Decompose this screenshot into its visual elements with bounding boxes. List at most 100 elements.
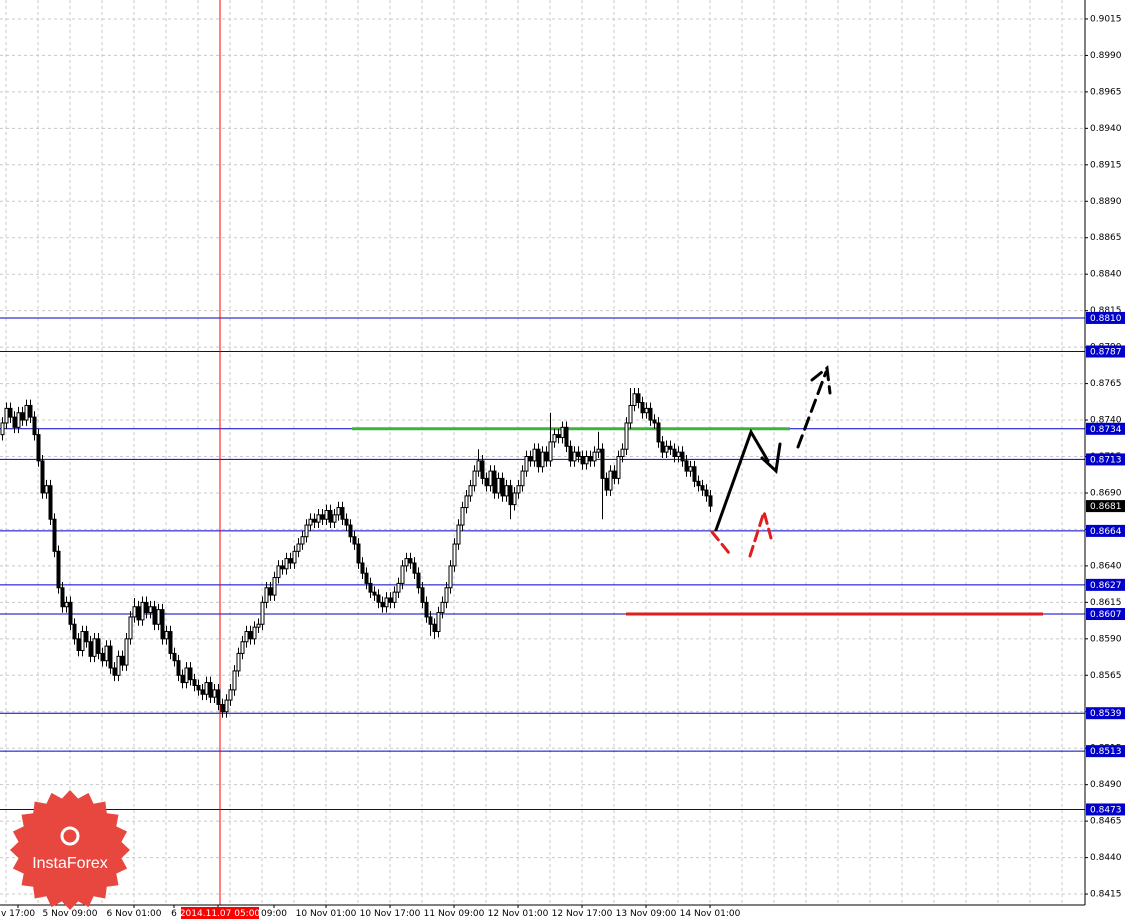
candle-body <box>384 597 389 608</box>
candle-body <box>664 445 669 453</box>
candle-body <box>648 407 653 421</box>
candle-body <box>80 631 85 651</box>
candle-body <box>452 543 457 567</box>
candle-body <box>508 485 513 506</box>
candle-body <box>380 601 385 608</box>
y-tick-label: 0.9015 <box>1090 14 1122 24</box>
candle-body <box>280 565 285 570</box>
candle-body <box>224 699 229 713</box>
candle-body <box>564 426 569 447</box>
candle-body <box>144 601 149 614</box>
level-label-box <box>1086 422 1125 435</box>
candle-body <box>480 460 485 479</box>
candle-body <box>120 655 125 666</box>
candle-body <box>628 404 633 424</box>
y-tick-label: 0.8915 <box>1090 160 1122 170</box>
candle-body <box>260 601 265 625</box>
y-tick-label: 0.8890 <box>1090 197 1122 207</box>
candle-body <box>108 645 113 669</box>
level-label: 0.8539 <box>1090 709 1122 719</box>
level-label-box <box>1086 745 1125 758</box>
candle-body <box>708 495 713 507</box>
candle-body <box>124 638 129 666</box>
x-tick-label: 11 Nov 09:00 <box>424 909 485 919</box>
y-tick-label: 0.8840 <box>1090 270 1122 280</box>
candle-body <box>368 582 373 593</box>
candle-body <box>300 536 305 545</box>
candle-body <box>320 514 325 520</box>
level-label: 0.8787 <box>1090 347 1122 357</box>
candle-body <box>36 434 41 462</box>
candle-body <box>424 601 429 618</box>
candle-body <box>656 422 661 443</box>
candle-body <box>4 407 9 424</box>
candle-body <box>24 404 29 421</box>
candle-body <box>436 612 441 633</box>
candle-body <box>28 404 33 418</box>
candle-body <box>408 558 413 564</box>
level-label-box <box>1086 311 1125 324</box>
candle-body <box>232 670 237 691</box>
candle-body <box>268 587 273 596</box>
x-marker-box <box>181 907 259 919</box>
candle-body <box>40 460 45 494</box>
candle-body <box>400 565 405 584</box>
candle-body <box>640 402 645 414</box>
candle-body <box>532 448 537 462</box>
level-label: 0.8810 <box>1090 314 1122 324</box>
candle-body <box>536 448 541 468</box>
candle-body <box>616 456 621 479</box>
candle-body <box>256 623 261 628</box>
candle-body <box>200 689 205 695</box>
candle-body <box>472 470 477 487</box>
candle-body <box>188 667 193 681</box>
candle-body <box>484 477 489 487</box>
candle-body <box>524 456 529 472</box>
y-tick-label: 0.8765 <box>1090 379 1122 389</box>
candle-body <box>364 572 369 584</box>
arrow-head <box>810 365 832 395</box>
candle-body <box>416 572 421 589</box>
candle-body <box>328 509 333 523</box>
candle-body <box>676 451 681 458</box>
y-tick-label: 0.8415 <box>1090 890 1122 900</box>
candle-body <box>468 485 473 497</box>
candle-body <box>340 507 345 520</box>
x-tick-label: 10 Nov 17:00 <box>360 909 421 919</box>
candle-body <box>276 565 281 579</box>
candle-body <box>460 507 465 526</box>
candle-body <box>348 524 353 538</box>
level-label-box <box>1086 707 1125 720</box>
candle-body <box>420 587 425 603</box>
candle-body <box>356 543 361 564</box>
candle-body <box>44 485 49 494</box>
candle-body <box>344 518 349 526</box>
x-tick-label: v 17:00 <box>1 909 35 919</box>
last-price-label: 0.8681 <box>1090 502 1122 512</box>
candle-body <box>100 652 105 662</box>
y-tick-label: 0.8565 <box>1090 671 1122 681</box>
level-label-box <box>1086 345 1125 358</box>
candle-body <box>0 422 5 436</box>
level-label: 0.8513 <box>1090 747 1122 757</box>
candle-body <box>72 623 77 640</box>
candle-body <box>56 550 61 589</box>
last-price-box <box>1086 500 1125 513</box>
candle-body <box>388 597 393 603</box>
y-tick-label: 0.8690 <box>1090 488 1122 498</box>
candle-body <box>620 448 625 458</box>
candle-body <box>116 655 121 676</box>
candle-body <box>184 667 189 684</box>
arrow <box>710 530 731 555</box>
candle-body <box>352 536 357 545</box>
candle-body <box>240 641 245 654</box>
candle-body <box>476 460 481 472</box>
candle-body <box>660 441 665 453</box>
y-tick-label: 0.8490 <box>1090 780 1122 790</box>
x-tick-label: 12 Nov 01:00 <box>488 909 549 919</box>
candle-body <box>148 606 153 614</box>
candle-body <box>576 451 581 458</box>
candle-body <box>48 485 53 520</box>
candle-body <box>396 582 401 593</box>
